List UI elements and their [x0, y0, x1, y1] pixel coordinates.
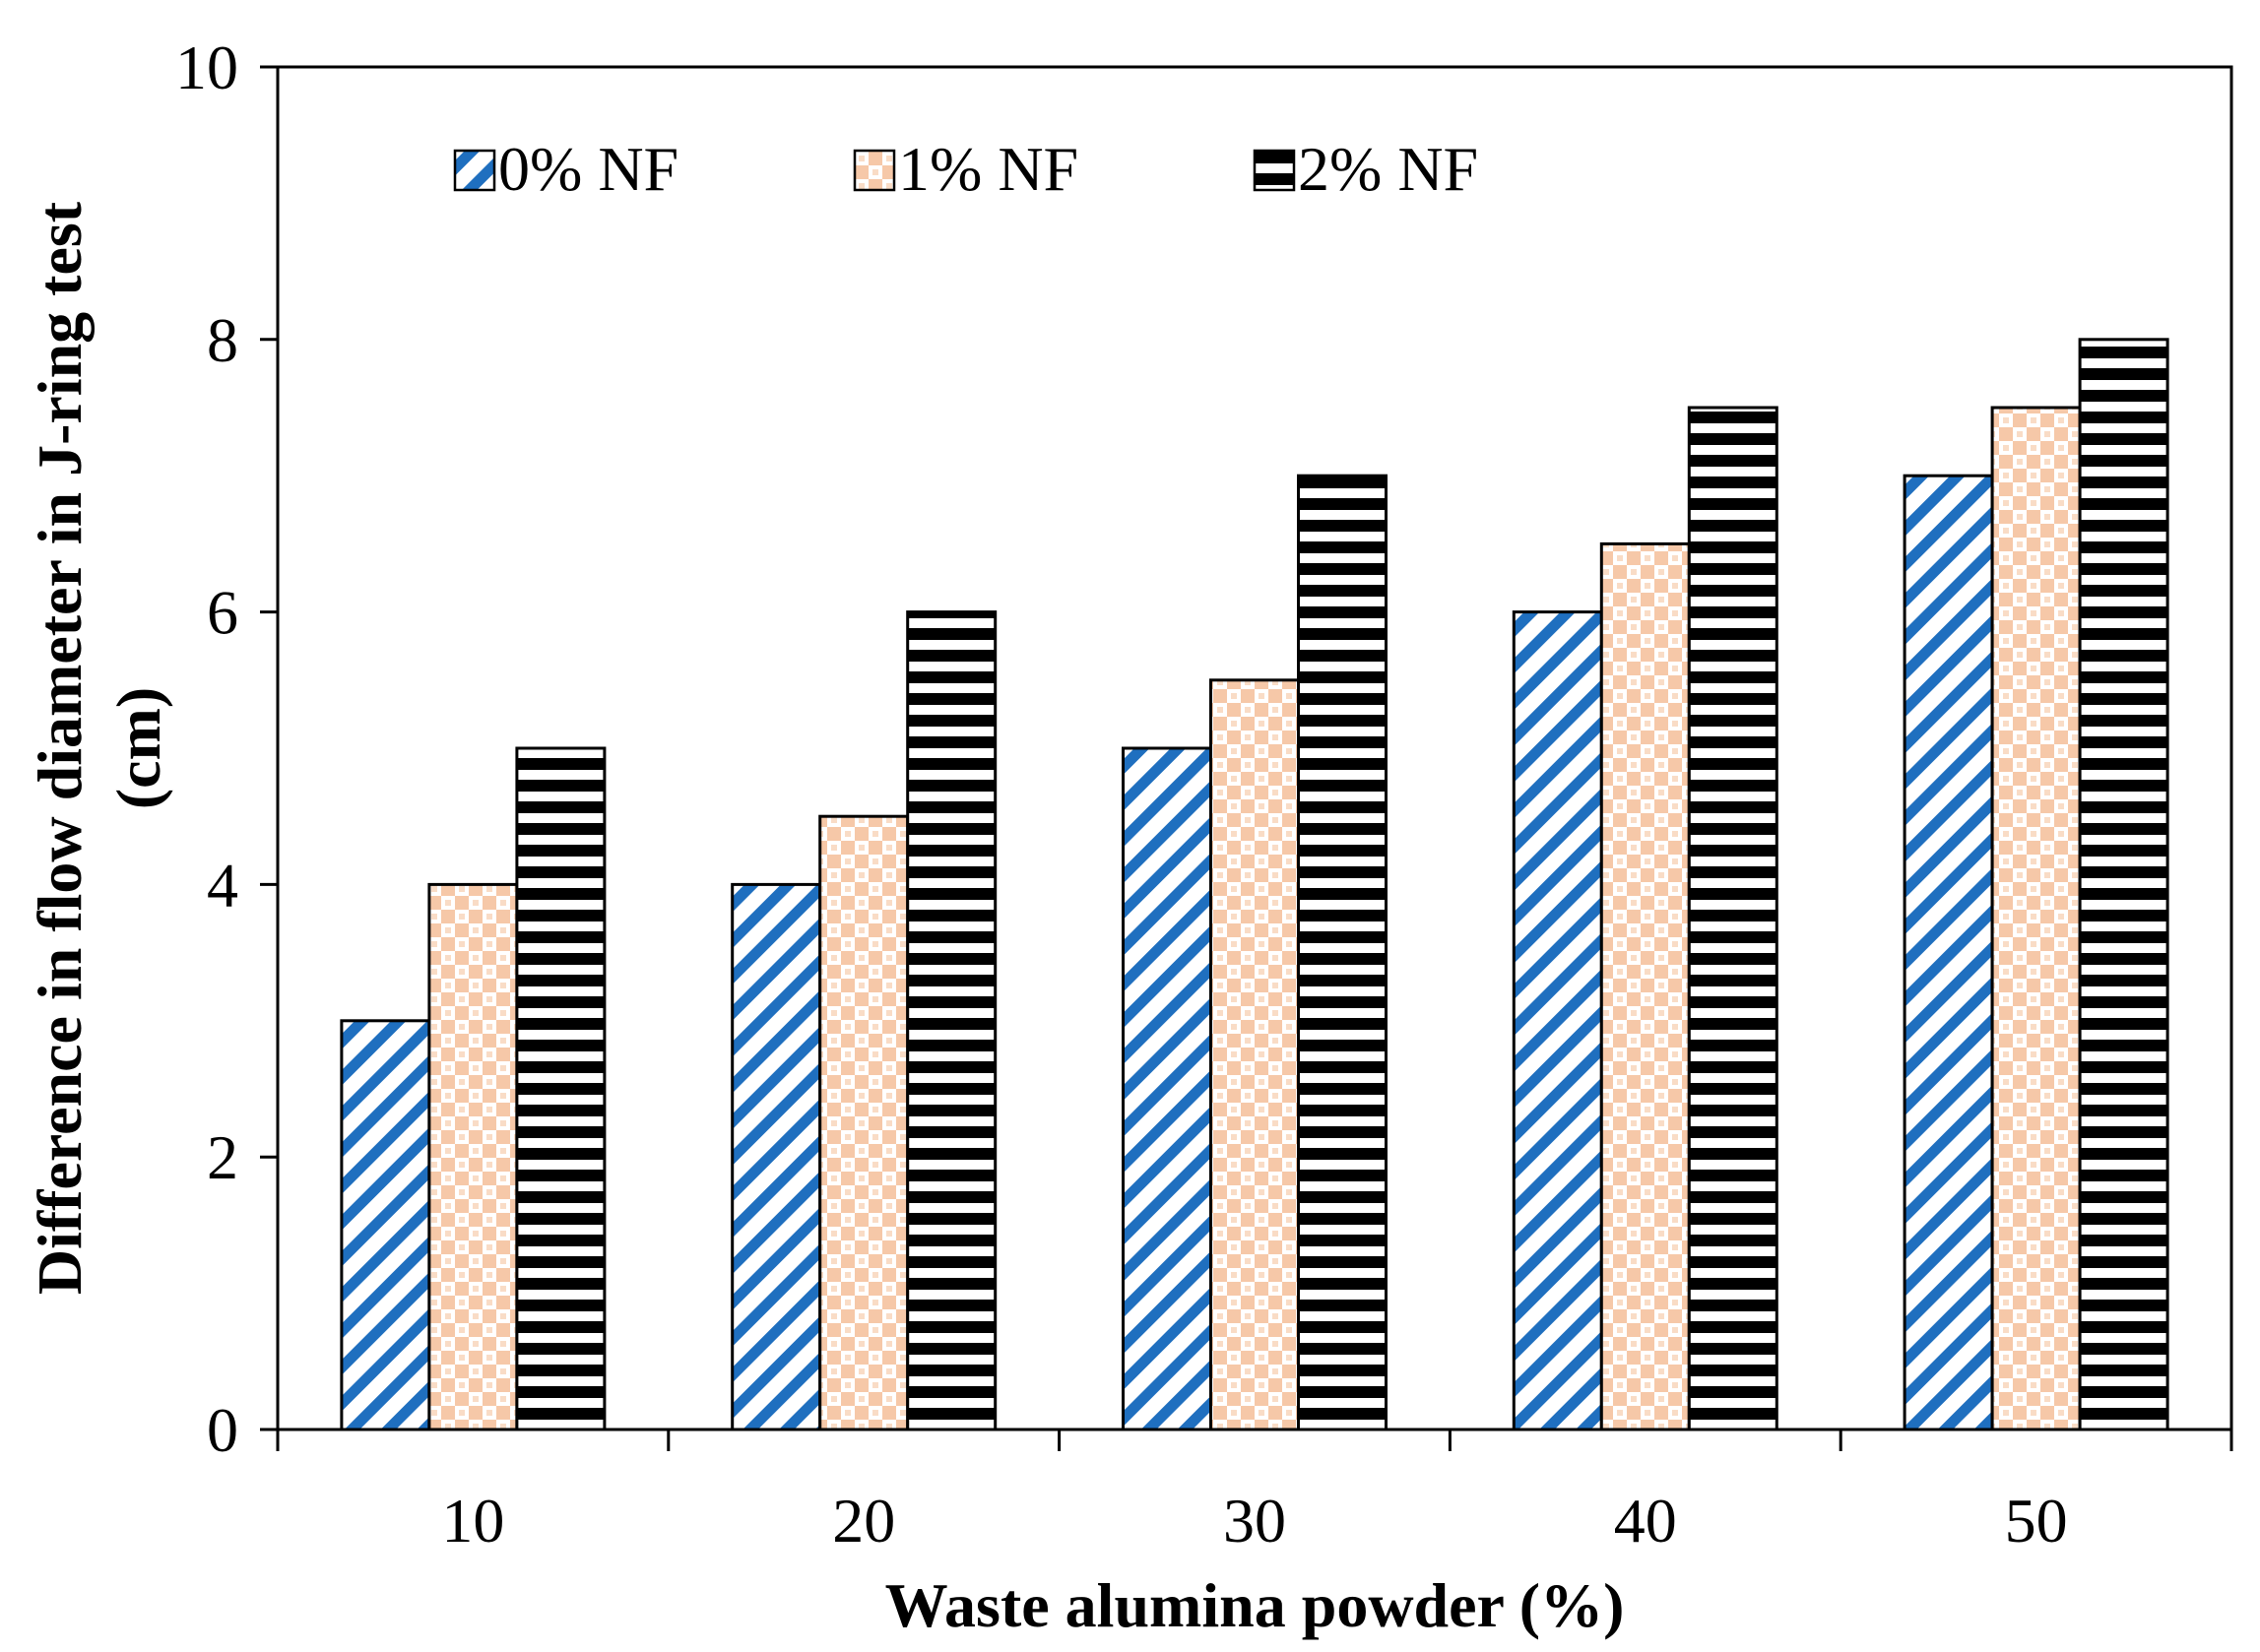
bar-0-nfcat-10: [340, 1019, 431, 1431]
bars-group: [340, 338, 2169, 1431]
bar-2-nfcat-50: [2078, 338, 2169, 1431]
x-tick-label: 30: [1223, 1486, 1286, 1556]
legend: 0% NF 1% NF 2% NF: [453, 134, 1478, 204]
legend-swatch: [453, 149, 496, 192]
x-tick-label: 50: [2005, 1486, 2068, 1556]
bar-1-nfcat-40: [1599, 541, 1691, 1431]
x-tick-label: 20: [832, 1486, 895, 1556]
bar-0-nfcat-40: [1512, 610, 1603, 1431]
y-axis-title: Difference in flow diameter in J-ring te…: [25, 201, 173, 1295]
x-axis: 10 20 30 40 50: [276, 1430, 2233, 1556]
bar-1-nfcat-10: [427, 882, 519, 1431]
bar-2-nfcat-40: [1687, 406, 1778, 1431]
y-axis-title-line-1: Difference in flow diameter in J-ring te…: [25, 201, 95, 1295]
bar-0-nfcat-30: [1122, 746, 1212, 1431]
legend-label: 2% NF: [1298, 134, 1478, 204]
y-tick-label: 2: [207, 1122, 238, 1192]
bar-0-nfcat-20: [731, 882, 822, 1431]
bar-1-nfcat-30: [1209, 678, 1300, 1431]
y-tick-label: 10: [175, 32, 238, 102]
bar-2-nfcat-30: [1297, 474, 1388, 1431]
y-tick-label: 4: [207, 850, 238, 920]
y-tick-label: 0: [207, 1395, 238, 1465]
legend-label: 1% NF: [898, 134, 1078, 204]
bar-2-nfcat-10: [515, 746, 607, 1431]
y-tick-label: 6: [207, 578, 238, 648]
y-axis-title-line-2: (cm): [103, 687, 173, 809]
bar-2-nfcat-20: [906, 610, 998, 1431]
bar-0-nfcat-50: [1903, 474, 1994, 1431]
bar-1-nfcat-20: [818, 814, 910, 1431]
bar-1-nfcat-50: [1990, 406, 2082, 1431]
legend-swatch: [1253, 149, 1296, 192]
y-tick-label: 8: [207, 305, 238, 375]
y-axis: 0 2 4 6 8 10: [175, 32, 278, 1465]
legend-swatch: [853, 149, 896, 192]
x-tick-label: 10: [441, 1486, 504, 1556]
x-tick-label: 40: [1614, 1486, 1677, 1556]
x-axis-title: Waste alumina powder (%): [885, 1570, 1625, 1640]
legend-label: 0% NF: [498, 134, 678, 204]
